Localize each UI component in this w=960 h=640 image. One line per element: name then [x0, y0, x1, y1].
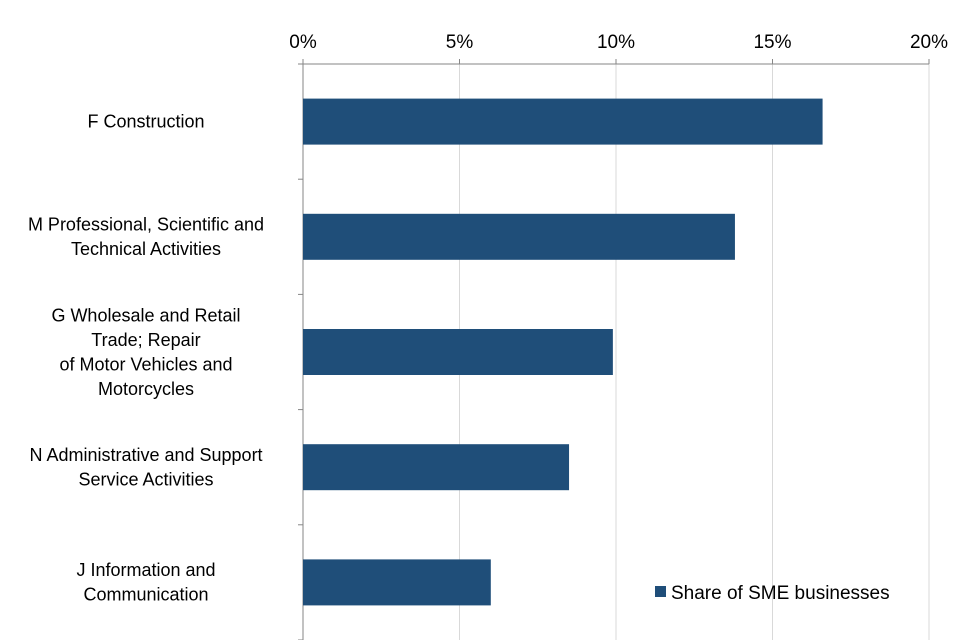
bar	[303, 559, 491, 606]
x-tick-label: 5%	[446, 32, 474, 53]
category-label: J Information and Communication	[76, 560, 215, 605]
legend-swatch	[655, 586, 666, 597]
category-label: G Wholesale and Retail Trade; Repair of Mo…	[51, 305, 240, 399]
x-tick-label: 0%	[289, 32, 317, 53]
bar	[303, 98, 823, 145]
category-label-line: Service Activities	[78, 469, 213, 489]
category-label-line: F Construction	[87, 112, 204, 132]
x-tick-label: 20%	[910, 32, 948, 53]
bar	[303, 329, 613, 375]
category-label-line: J Information and	[76, 560, 215, 580]
category-label-line: G Wholesale and Retail	[51, 305, 240, 325]
legend: Share of SME businesses	[655, 583, 890, 604]
category-labels: F Construction M Professional, Scientific…	[28, 112, 264, 605]
bars	[303, 98, 823, 606]
x-tick-label: 15%	[753, 32, 791, 53]
bar	[303, 444, 570, 491]
legend-label: Share of SME businesses	[671, 583, 890, 604]
category-label-line: Technical Activities	[71, 239, 221, 259]
category-label: F Construction	[87, 112, 204, 132]
category-label-line: Motorcycles	[98, 379, 194, 399]
category-label-line: N Administrative and Support	[29, 445, 262, 465]
category-label: M Professional, Scientific and Technical …	[28, 215, 264, 259]
category-label-line: Trade; Repair	[91, 330, 200, 350]
x-tick-label: 10%	[597, 32, 635, 53]
bar	[303, 213, 735, 260]
category-label: N Administrative and Support Service Acti…	[29, 445, 262, 490]
category-label-line: Communication	[83, 585, 208, 605]
category-label-line: of Motor Vehicles and	[59, 354, 232, 374]
category-label-line: M Professional, Scientific and	[28, 215, 264, 235]
x-axis-tick-labels: 0% 5% 10% 15% 20%	[289, 32, 948, 53]
